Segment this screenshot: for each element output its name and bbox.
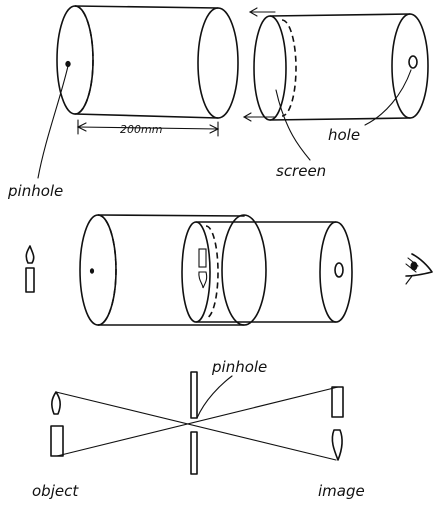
image-label: image bbox=[318, 482, 365, 500]
ray-diagram bbox=[50, 371, 344, 475]
inverted-image-candle-flame bbox=[198, 271, 208, 289]
pinhole-label-bottom: pinhole bbox=[211, 358, 267, 376]
outer-tube-bottom-edge bbox=[74, 113, 219, 119]
ray-top-to-bottom bbox=[55, 391, 337, 461]
insert-arrow-bottom-head bbox=[242, 112, 252, 122]
viewing-hole-middle bbox=[334, 262, 344, 278]
eye-pupil bbox=[410, 261, 418, 271]
object-label: object bbox=[32, 482, 79, 500]
inner-tube-screen-end bbox=[253, 15, 287, 121]
outer-tube-middle bbox=[79, 214, 267, 326]
insert-arrow-top-head bbox=[248, 7, 258, 17]
inner-tube-middle-back-end bbox=[319, 221, 353, 323]
candle-body-left bbox=[25, 267, 35, 293]
inner-tube-top-edge bbox=[269, 13, 411, 17]
screen-label: screen bbox=[276, 162, 326, 180]
outer-tube-back-rim-dashed bbox=[74, 5, 94, 115]
candle-left bbox=[25, 245, 35, 293]
eye-lash-strokes bbox=[405, 257, 419, 285]
outer-tube-top-edge bbox=[74, 5, 219, 9]
dimension-line bbox=[77, 126, 219, 130]
outer-tube-middle-back-rim-dashed bbox=[97, 214, 117, 326]
dimension-arrow bbox=[76, 119, 220, 137]
candle-flame-left bbox=[25, 245, 35, 264]
outer-tube-open-end bbox=[197, 7, 239, 119]
pinhole-label-top: pinhole bbox=[7, 182, 63, 200]
outer-tube-top bbox=[56, 5, 239, 119]
inner-tube-top bbox=[253, 13, 429, 121]
hole-leader bbox=[364, 69, 412, 126]
pinhole-leader-top bbox=[37, 65, 69, 179]
outer-tube-middle-open-end bbox=[221, 214, 267, 326]
object-candle-body bbox=[50, 425, 64, 457]
inner-tube-back-end bbox=[391, 13, 429, 119]
insert-arrow-bottom bbox=[242, 112, 276, 122]
outer-tube-middle-top-edge bbox=[97, 214, 245, 217]
barrier-lower bbox=[190, 431, 198, 475]
image-candle-body bbox=[331, 386, 344, 418]
image-candle-flame bbox=[331, 429, 343, 461]
hole-label: hole bbox=[328, 126, 360, 144]
eye-outline bbox=[405, 253, 433, 277]
barrier-upper bbox=[190, 371, 198, 419]
dimension-label: 200mm bbox=[120, 123, 162, 136]
screen-middle-dashed-rim bbox=[205, 225, 219, 319]
inner-tube-middle bbox=[181, 221, 353, 323]
ray-bottom-to-top bbox=[56, 386, 339, 457]
insert-arrow-top bbox=[248, 7, 276, 17]
pinhole-dot-middle bbox=[89, 268, 95, 274]
viewing-hole-top bbox=[408, 55, 418, 69]
pinhole-leader-bottom bbox=[196, 375, 233, 419]
eye-icon bbox=[405, 253, 433, 285]
screen-dashed-rim bbox=[281, 19, 297, 117]
object-candle-flame bbox=[51, 391, 61, 415]
inverted-image-candle-body bbox=[198, 248, 207, 268]
screen-leader bbox=[275, 89, 311, 161]
inner-tube-bottom-edge bbox=[269, 117, 411, 121]
